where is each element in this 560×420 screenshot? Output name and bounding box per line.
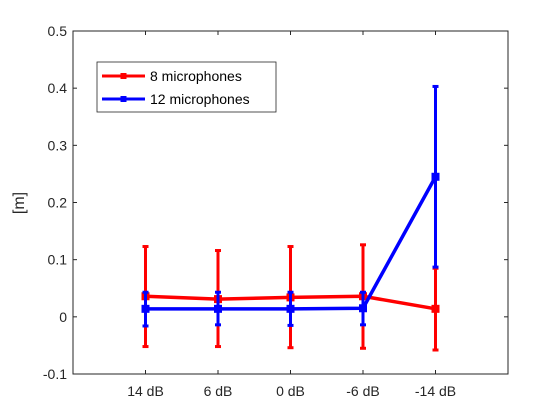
y-axis-label: [m] [11, 192, 28, 214]
legend-marker-12-microphones [120, 96, 127, 102]
x-tick-label: -6 dB [346, 383, 379, 399]
y-tick-label: 0.3 [48, 137, 68, 153]
x-tick-label: 0 dB [276, 383, 305, 399]
legend-label-8-microphones: 8 microphones [150, 68, 242, 84]
y-tick-label: -0.1 [43, 366, 67, 382]
y-axis: -0.1 0 0.1 0.2 0.3 0.4 0.5 [43, 23, 508, 382]
x-axis: 14 dB 6 dB 0 dB -6 dB -14 dB [127, 31, 456, 399]
data-point [141, 304, 150, 313]
x-tick-label: 6 dB [204, 383, 233, 399]
x-tick-label: -14 dB [415, 383, 456, 399]
y-tick-label: 0.4 [48, 80, 68, 96]
data-point [214, 304, 222, 313]
data-point [431, 172, 440, 181]
y-tick-label: 0.2 [48, 195, 68, 211]
legend-label-12-microphones: 12 microphones [150, 91, 250, 107]
legend: 8 microphones 12 microphones [96, 61, 277, 113]
data-point [359, 304, 367, 313]
y-tick-label: 0.5 [48, 23, 68, 39]
data-point [286, 304, 295, 313]
x-tick-label: 14 dB [127, 383, 164, 399]
legend-marker-8-microphones [120, 73, 127, 79]
series-layer [141, 84, 440, 352]
series-12-microphones [141, 84, 440, 328]
y-tick-label: 0.1 [48, 252, 68, 268]
y-tick-label: 0 [59, 309, 67, 325]
legend-box [96, 61, 277, 113]
data-point [431, 304, 440, 313]
